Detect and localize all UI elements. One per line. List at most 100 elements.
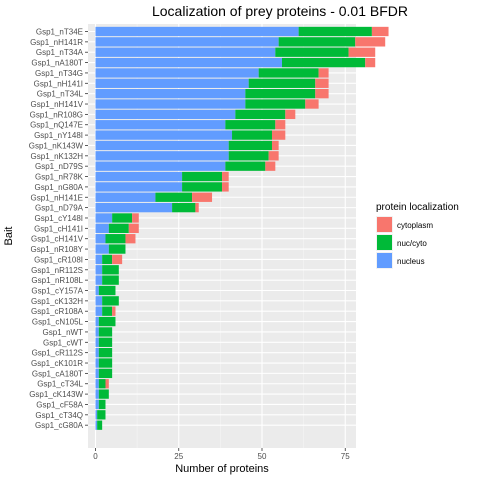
x-axis-title: Number of proteins [175, 463, 269, 475]
y-tick-label: Gsp1_nH141E [31, 193, 83, 202]
chart-title: Localization of prey proteins - 0.01 BFD… [152, 3, 408, 19]
y-tick-label: Gsp1_nT34E [36, 28, 83, 37]
x-tick-label: 0 [93, 452, 98, 461]
bar-segment-nuc-cyto [102, 296, 119, 306]
bar-segment-cytoplasm [275, 120, 286, 130]
bar-segment-nucleus [95, 296, 103, 306]
bar-segment-cytoplasm [285, 109, 296, 120]
bar-segment-cytoplasm [318, 68, 329, 78]
bar-segment-cytoplasm [112, 306, 116, 316]
bar-segment-cytoplasm [371, 26, 389, 37]
y-tick-label: Gsp1_nR78K [35, 173, 84, 182]
bar-segment-nucleus [95, 99, 246, 109]
bar-segment-cytoplasm [365, 57, 376, 68]
legend: protein localization cytoplasm nuc/cyto nu… [376, 202, 459, 269]
y-tick-label: Gsp1_cA180T [32, 369, 83, 378]
y-tick-label: Gsp1_nQ147E [30, 121, 83, 130]
x-axis: 0 25 50 75 [93, 448, 350, 461]
y-tick-label: Gsp1_nY148I [34, 131, 83, 140]
bar-segment-nucleus [95, 68, 259, 78]
bar-segment-nucleus [95, 389, 99, 399]
bar-segment-nuc-cyto [97, 410, 106, 420]
bar-segment-cytoplasm [195, 202, 199, 213]
bar-segment-cytoplasm [222, 171, 229, 182]
y-tick-label: Gsp1_nA180T [31, 59, 83, 68]
y-tick-label: Gsp1_nWT [43, 328, 84, 337]
bar-segment-nucleus [95, 316, 99, 327]
bar-segment-nucleus [95, 37, 279, 47]
bar-segment-nucleus [95, 285, 99, 296]
bar-segment-cytoplasm [271, 130, 286, 140]
bar-segment-nucleus [95, 223, 109, 234]
legend-label: nucleus [397, 257, 425, 266]
legend-swatch [377, 253, 392, 268]
y-tick-label: Gsp1_cH141V [31, 235, 84, 244]
bar-segment-nucleus [95, 306, 103, 316]
bar-segment-nucleus [95, 234, 106, 244]
bar-segment-nuc-cyto [228, 140, 272, 151]
bar-segment-nuc-cyto [245, 88, 316, 99]
y-tick-label: Gsp1_cK101R [31, 359, 83, 368]
bar-segment-cytoplasm [125, 234, 136, 244]
y-tick-label: Gsp1_cK132H [31, 297, 83, 306]
bar-segment-nuc-cyto [281, 57, 366, 68]
bar-segment-nuc-cyto [98, 368, 113, 379]
bar-segment-nucleus [95, 358, 99, 368]
y-tick-label: Gsp1_nH141I [34, 79, 83, 88]
bar-segment-nuc-cyto [98, 399, 106, 410]
y-axis-title: Bait [3, 227, 15, 246]
bar-segment-nucleus [95, 130, 233, 140]
legend-swatch [377, 235, 392, 250]
bars [95, 26, 389, 430]
bar-segment-nucleus [95, 327, 99, 337]
bar-segment-nucleus [95, 213, 113, 223]
y-tick-label: Gsp1_cR108A [31, 307, 84, 316]
bar-segment-nuc-cyto [102, 265, 119, 275]
bar-segment-nuc-cyto [182, 171, 223, 182]
x-tick-label: 75 [341, 452, 350, 461]
bar-segment-nuc-cyto [102, 275, 119, 285]
bar-segment-nucleus [95, 151, 229, 161]
bar-segment-cytoplasm [268, 151, 279, 161]
bar-segment-cytoplasm [348, 47, 376, 57]
bar-segment-nuc-cyto [225, 161, 266, 171]
bar-segment-nucleus [95, 171, 183, 182]
bar-segment-nucleus [95, 347, 99, 358]
y-tick-label: Gsp1_cT34Q [35, 411, 83, 420]
y-tick-label: Gsp1_cWT [43, 338, 83, 347]
bar-segment-nuc-cyto [102, 254, 113, 265]
bar-segment-nuc-cyto [98, 337, 113, 347]
y-tick-label: Gsp1_nR108L [31, 276, 83, 285]
y-tick-label: Gsp1_nR108G [30, 110, 83, 119]
y-tick-label: Gsp1_cK143W [29, 390, 83, 399]
x-tick-label: 25 [174, 452, 183, 461]
bar-segment-nuc-cyto [98, 316, 116, 327]
bar-segment-cytoplasm [128, 223, 139, 234]
bar-segment-nucleus [95, 379, 99, 389]
bar-segment-nucleus [95, 109, 236, 120]
bar-segment-nucleus [95, 244, 109, 254]
bar-segment-nucleus [95, 202, 173, 213]
bar-segment-nucleus [95, 57, 282, 68]
y-tick-label: Gsp1_cN105L [32, 318, 84, 327]
legend-label: cytoplasm [397, 221, 433, 230]
bar-segment-nuc-cyto [225, 120, 276, 130]
bar-segment-nuc-cyto [228, 151, 269, 161]
y-tick-label: Gsp1_nT34A [36, 48, 84, 57]
bar-segment-nucleus [95, 47, 276, 57]
bar-segment-cytoplasm [192, 192, 213, 202]
y-tick-label: Gsp1_nR108Y [31, 245, 84, 254]
bar-segment-nuc-cyto [278, 37, 356, 47]
y-tick-label: Gsp1_cT34L [37, 380, 83, 389]
bar-segment-nuc-cyto [98, 285, 116, 296]
bar-segment-cytoplasm [305, 99, 319, 109]
bar-segment-nucleus [95, 337, 99, 347]
bar-segment-nuc-cyto [232, 130, 272, 140]
bar-segment-nucleus [95, 182, 183, 192]
y-tick-label: Gsp1_nK143W [29, 141, 84, 150]
bar-segment-nuc-cyto [108, 244, 126, 254]
y-tick-label: Gsp1_nH141V [31, 100, 84, 109]
bar-segment-nuc-cyto [98, 379, 106, 389]
